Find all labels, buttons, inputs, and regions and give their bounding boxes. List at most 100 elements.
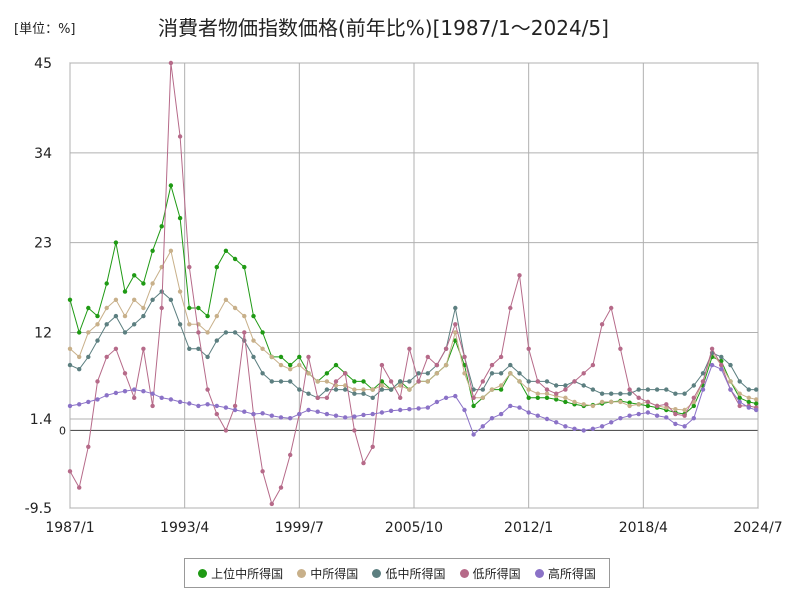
data-point [572,379,577,384]
data-point [113,346,119,351]
data-point [599,391,605,396]
data-point [379,410,385,415]
data-point [754,397,759,402]
data-point [544,387,550,392]
data-point [590,426,596,431]
data-point [297,354,302,360]
data-point [67,346,73,351]
data-point [86,444,91,449]
data-point [737,395,742,400]
data-point [563,395,568,400]
data-point [645,403,651,409]
data-point [361,460,366,466]
data-point [132,395,137,400]
data-point [517,273,522,278]
data-point [343,387,348,392]
data-point [379,387,385,392]
data-point [278,362,284,368]
data-point [544,391,550,396]
data-point [260,346,265,351]
data-point [205,387,210,392]
data-point [379,362,385,368]
data-point [425,371,430,376]
data-point [407,407,412,412]
data-point [746,387,751,392]
data-point [480,379,485,384]
data-point [434,399,440,405]
data-point [278,415,284,420]
data-point [471,395,476,400]
data-point [168,183,174,188]
data-point [398,395,403,400]
data-point [737,379,742,384]
data-point [67,362,73,368]
data-point [498,383,504,388]
data-point [388,387,394,392]
data-point [508,371,513,376]
x-tick-label: 2005/10 [385,520,443,536]
data-point [187,264,192,270]
data-point [214,313,219,319]
data-point [242,313,247,319]
data-point [746,405,751,410]
data-point [462,354,467,360]
data-point [214,403,219,409]
data-point [242,409,247,414]
data-point [223,405,229,410]
data-point [324,371,330,376]
data-point [554,383,559,388]
data-point [453,322,458,327]
data-point [196,330,201,335]
data-point [177,215,183,221]
data-point [104,281,109,286]
data-point [86,305,91,311]
data-point [324,395,330,400]
data-point [654,387,660,392]
data-point [278,354,284,360]
data-point [453,305,458,311]
series-line [69,364,757,436]
data-point [77,402,82,407]
legend-swatch [534,568,544,578]
data-point [177,134,183,139]
data-point [232,403,238,409]
data-point [269,501,274,507]
data-point [168,248,174,253]
data-point [232,256,238,262]
data-point [590,387,596,392]
data-point [664,387,669,392]
data-point [599,399,605,405]
data-point [333,379,339,384]
legend-label: 高所得国 [547,566,596,581]
data-point [563,424,568,429]
y-tick-label: 34 [34,146,52,162]
data-point [251,354,256,360]
data-point [232,330,238,335]
data-point [590,403,596,409]
data-point [315,409,320,414]
data-point [187,322,192,327]
data-point [122,330,128,335]
data-point [654,403,660,409]
data-point [627,403,632,409]
data-point [95,313,100,319]
data-point [682,413,687,418]
data-point [297,362,302,368]
data-point [132,273,137,278]
data-point [398,379,403,384]
data-point [398,383,403,388]
x-tick-label: 1993/4 [160,520,209,536]
data-point [636,402,641,407]
data-point [462,407,467,413]
data-point [535,413,540,418]
axis-layer: 45 34 23 12 1.4 -9.5 0 1987/1 1993/4 1999/7 2005/1… [25,56,783,536]
data-point [361,387,366,392]
data-point [343,371,348,376]
data-point [434,362,440,368]
data-point [141,346,146,351]
data-point [150,281,155,286]
data-point [297,411,302,417]
data-point [251,411,256,417]
data-point [563,399,568,405]
